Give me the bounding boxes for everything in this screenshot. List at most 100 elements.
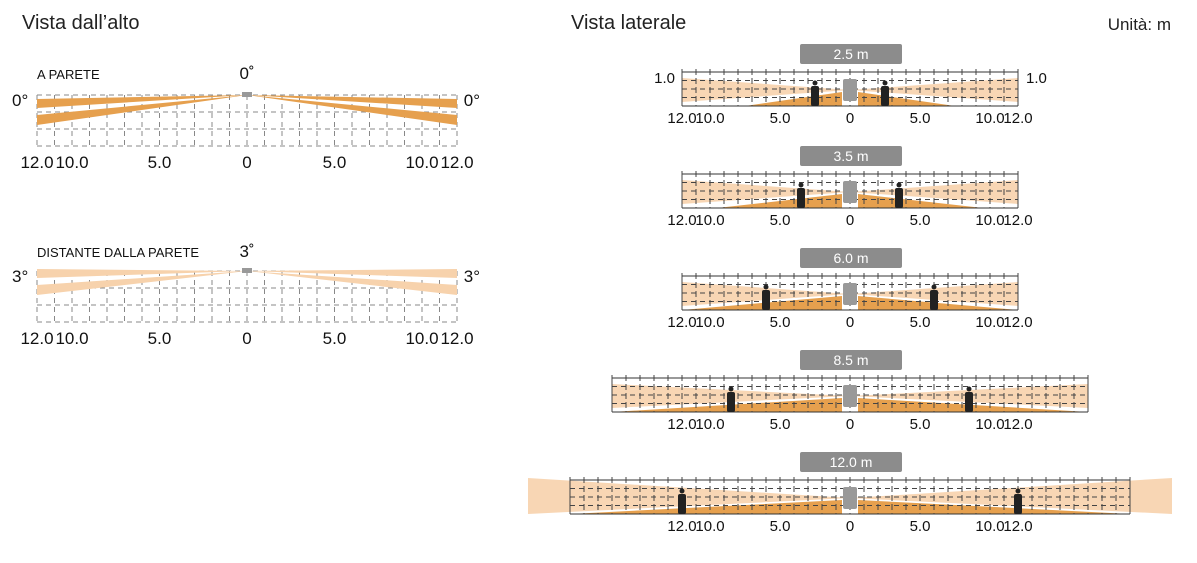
axis-tick: 10.0 [975, 110, 1004, 127]
detection-beam [37, 95, 247, 125]
person-icon [679, 488, 685, 494]
sensor-icon [843, 79, 857, 101]
height-badge [800, 350, 902, 370]
height-badge-label: 6.0 m [833, 250, 868, 266]
axis-tick: 10.0 [695, 518, 724, 535]
detection-beam [247, 95, 457, 125]
axis-tick: 5.0 [770, 212, 791, 229]
axis-tick: 10.0 [405, 153, 438, 172]
person-icon [812, 80, 818, 86]
person-icon [1015, 488, 1021, 494]
height-badge [800, 44, 902, 64]
axis-tick: 12.0 [440, 329, 473, 348]
axis-tick: 5.0 [323, 329, 347, 348]
side-view-title: Vista laterale [571, 12, 687, 34]
sensor-icon [843, 283, 857, 305]
person-icon [797, 188, 805, 208]
height-badge [800, 452, 902, 472]
floor-beam [858, 500, 1130, 514]
detection-beam [850, 478, 1172, 514]
axis-tick: 5.0 [770, 416, 791, 433]
left-angle: 0° [12, 91, 28, 110]
person-icon [882, 80, 888, 86]
center-angle: 3˚ [239, 242, 254, 261]
height-badge [800, 248, 902, 268]
axis-tick: 12.0 [667, 212, 696, 229]
panel-label: DISTANTE DALLA PARETE [37, 245, 199, 260]
person-icon [763, 284, 769, 290]
sensor-icon [843, 385, 857, 407]
person-icon [1014, 494, 1022, 514]
axis-tick: 5.0 [770, 518, 791, 535]
axis-tick: 0 [846, 416, 854, 433]
axis-tick: 10.0 [405, 329, 438, 348]
axis-tick: 10.0 [695, 110, 724, 127]
sensor-icon [242, 92, 252, 97]
person-icon [798, 182, 804, 188]
axis-tick: 5.0 [910, 212, 931, 229]
axis-tick: 10.0 [55, 153, 88, 172]
axis-tick: 12.0 [1003, 416, 1032, 433]
axis-tick: 12.0 [20, 153, 53, 172]
person-icon [930, 290, 938, 310]
sensor-icon [242, 268, 252, 273]
height-mark-right: 1.0 [1026, 70, 1047, 87]
axis-tick: 12.0 [1003, 314, 1032, 331]
top-view-title: Vista dall’alto [22, 12, 140, 34]
axis-tick: 0 [846, 110, 854, 127]
axis-tick: 5.0 [148, 329, 172, 348]
panel-label: A PARETE [37, 67, 100, 82]
person-icon [896, 182, 902, 188]
height-badge-label: 2.5 m [833, 46, 868, 62]
axis-tick: 12.0 [667, 110, 696, 127]
axis-tick: 5.0 [770, 110, 791, 127]
height-badge-label: 3.5 m [833, 148, 868, 164]
axis-tick: 0 [242, 153, 251, 172]
axis-tick: 10.0 [695, 416, 724, 433]
detection-beam [247, 269, 457, 278]
axis-tick: 5.0 [910, 518, 931, 535]
detection-beam [37, 95, 247, 108]
axis-tick: 5.0 [323, 153, 347, 172]
axis-tick: 10.0 [975, 314, 1004, 331]
center-angle: 0˚ [239, 64, 254, 83]
axis-tick: 12.0 [20, 329, 53, 348]
axis-tick: 5.0 [910, 314, 931, 331]
person-icon [678, 494, 686, 514]
sensor-icon [843, 487, 857, 509]
floor-beam [570, 500, 842, 514]
right-angle: 0° [464, 91, 480, 110]
axis-tick: 0 [846, 212, 854, 229]
axis-tick: 0 [846, 314, 854, 331]
axis-tick: 10.0 [695, 212, 724, 229]
person-icon [762, 290, 770, 310]
person-icon [931, 284, 937, 290]
height-badge-label: 12.0 m [830, 454, 873, 470]
axis-tick: 5.0 [770, 314, 791, 331]
axis-tick: 12.0 [667, 518, 696, 535]
height-mark-left: 1.0 [654, 70, 675, 87]
right-angle: 3° [464, 267, 480, 286]
axis-tick: 12.0 [667, 314, 696, 331]
person-icon [965, 392, 973, 412]
person-icon [966, 386, 972, 392]
detection-beam [37, 271, 247, 295]
axis-tick: 5.0 [910, 416, 931, 433]
axis-tick: 12.0 [1003, 212, 1032, 229]
axis-tick: 0 [846, 518, 854, 535]
axis-tick: 5.0 [910, 110, 931, 127]
left-angle: 3° [12, 267, 28, 286]
person-icon [895, 188, 903, 208]
person-icon [881, 86, 889, 106]
height-badge-label: 8.5 m [833, 352, 868, 368]
axis-tick: 0 [242, 329, 251, 348]
detection-beam [247, 271, 457, 295]
axis-tick: 10.0 [975, 518, 1004, 535]
axis-tick: 12.0 [667, 416, 696, 433]
axis-tick: 5.0 [148, 153, 172, 172]
sensor-icon [843, 181, 857, 203]
axis-tick: 10.0 [975, 416, 1004, 433]
unit-label: Unità: m [1107, 15, 1171, 34]
